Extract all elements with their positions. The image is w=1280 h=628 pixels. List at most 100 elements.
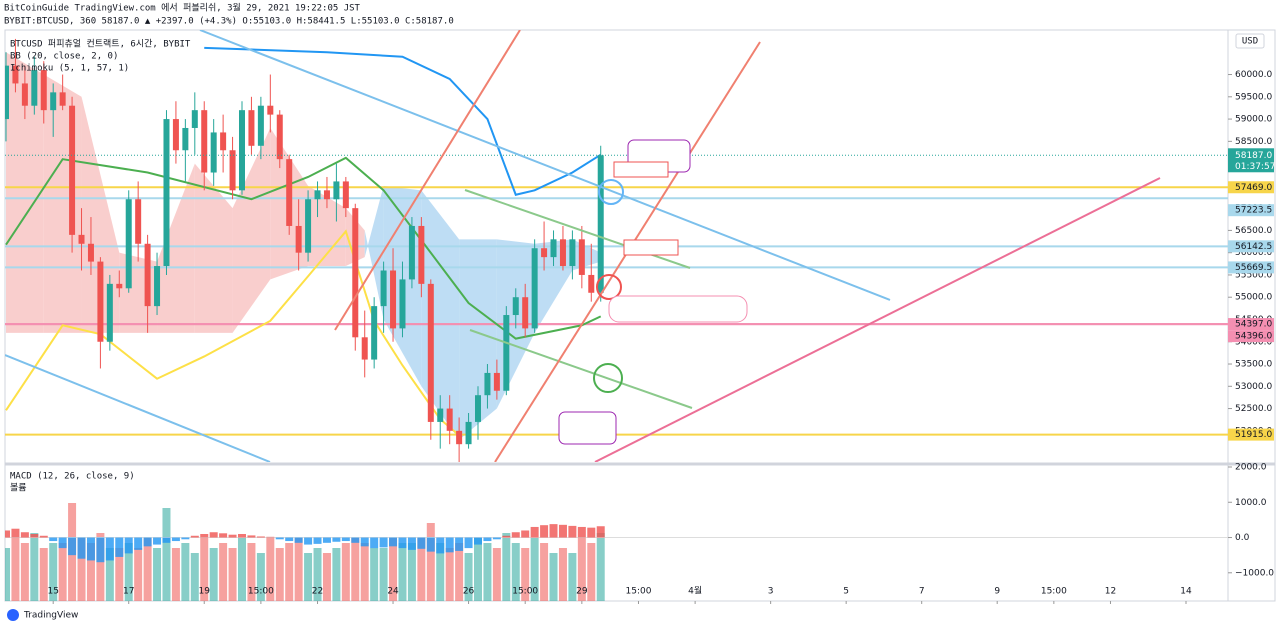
candle-body [69,105,76,235]
histogram-bar [464,537,473,549]
frame [4,29,1276,602]
histogram-bar [228,534,237,538]
indicator-line [5,156,602,340]
histogram-bar [492,537,501,540]
candle-body [21,83,28,106]
candle-body [154,266,161,307]
candle-body [97,261,104,342]
price-note [613,161,669,178]
candle-body [456,430,463,445]
candle-body [125,199,132,289]
logo [7,609,19,621]
histogram-bar [256,536,265,538]
icon [593,363,623,393]
volume-bar [143,538,152,601]
header: BitCoinGuide TradingView.com 에서 퍼블리쉬, 3월… [4,2,361,14]
histogram-bar [379,537,388,548]
candle-body [371,306,378,360]
x-tick-label: 12 [1105,587,1116,597]
legend: 볼륨 [10,483,27,494]
candle-body [408,225,415,280]
candle-body [342,181,349,209]
volume-bar [96,533,105,601]
candle-body [182,127,189,151]
x-tick-label: 15 [47,587,58,597]
candle-body [446,408,453,431]
candle-body [493,372,500,391]
volume-bar [530,538,539,601]
volume-bar [171,548,180,601]
volume-bar [464,553,473,601]
candle-body [522,297,529,329]
volume-bar [200,538,209,601]
x-tick-label: 7 [919,587,925,597]
histogram-bar [294,537,303,543]
candle-body [50,92,57,111]
histogram-bar [436,537,445,554]
histogram-bar [568,525,577,538]
histogram-bar [332,537,341,542]
candle-body [380,270,387,307]
candle-body [220,132,227,151]
candle-body [484,372,491,396]
histogram-bar [521,530,530,538]
level-box [1228,240,1274,253]
candle-body [559,239,566,267]
volume-bar [445,548,454,601]
level-label: 51915.0 [1235,430,1272,440]
candle-body [5,65,9,120]
y-tick-label: 53500.0 [1235,360,1272,370]
y-tick-label: 60000.0 [1235,70,1272,80]
x-tick-label: 15:00 [1041,587,1067,597]
volume-bar [105,548,114,601]
histogram-bar [322,537,331,543]
volume-bar [341,543,350,601]
candle-body [361,337,368,360]
level-box [1228,181,1274,194]
volume-bar [407,543,416,601]
volume-bar [209,548,218,601]
histogram-bar [86,537,95,561]
volume-bar [304,553,313,601]
volume-bar [275,548,284,601]
volume-bar [540,543,549,601]
candle-body [267,105,274,115]
volume-bar [266,538,275,601]
histogram-bar [153,537,162,545]
volume-bar [20,543,29,601]
histogram-bar [5,530,10,538]
indicator-line [204,46,602,196]
histogram-bar [247,535,256,538]
header: BYBIT:BTCUSD, 360 58187.0 ▲ +2397.0 (+4.… [4,17,454,27]
candle-body [163,119,170,267]
histogram-bar [540,525,549,538]
histogram-bar [351,537,360,543]
volume-bar [568,553,577,601]
price-pane [5,38,1228,462]
level-box [1228,428,1274,441]
x-tick-label: 3 [768,587,774,597]
countdown: 01:37:57 [1235,162,1275,172]
volume-bar [124,543,133,601]
histogram-bar [502,535,511,538]
trend-line [334,30,521,331]
volume-bar [398,543,407,601]
volume-bar [190,553,199,601]
currency: USD [1242,37,1258,47]
x-tick-label: 15:00 [248,587,274,597]
cloud [364,185,384,320]
volume-bar [502,533,511,601]
candle-body [418,225,425,284]
histogram-bar [171,537,180,542]
candle-body [257,105,264,146]
histogram-bar [181,537,190,540]
histogram-bar [389,537,398,547]
channel-line [469,329,693,409]
marker [598,179,624,205]
y-tick-label: 1000.0 [1235,498,1267,508]
last-label: 58187.0 [1235,151,1272,161]
histogram-bar [266,536,275,538]
volume-bar [521,548,530,601]
cloud [232,127,271,333]
level-label: 54397.0 [1235,320,1272,330]
